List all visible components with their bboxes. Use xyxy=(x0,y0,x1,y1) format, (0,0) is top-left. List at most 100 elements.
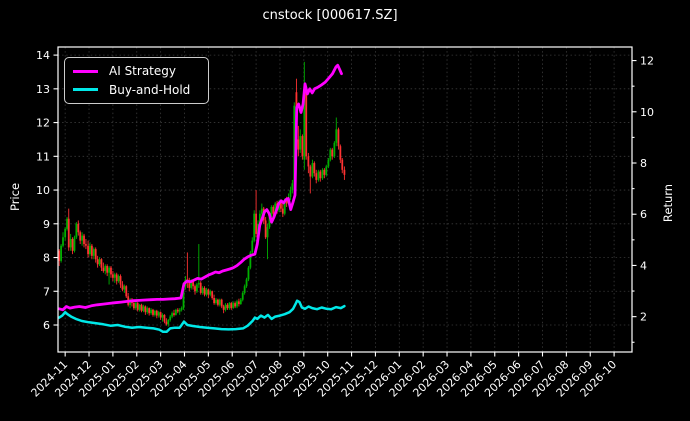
candle-up xyxy=(266,227,269,238)
candle-up xyxy=(150,309,152,314)
candle-up xyxy=(64,228,67,238)
candle-down xyxy=(140,304,143,311)
candle-down xyxy=(264,220,267,238)
legend-label-buy-and-hold: Buy-and-Hold xyxy=(109,82,191,97)
candle-down xyxy=(100,259,103,268)
candle-down xyxy=(319,171,322,179)
candle-down xyxy=(144,306,147,313)
candle-down xyxy=(159,312,162,318)
candle-down xyxy=(192,281,194,287)
left-tick-label: 13 xyxy=(36,83,50,96)
candle-up xyxy=(218,299,221,305)
candle-up xyxy=(253,213,256,241)
candle-down xyxy=(194,286,196,292)
right-tick-label: 4 xyxy=(640,259,647,272)
plot-frame xyxy=(57,46,633,353)
right-tick-label: 10 xyxy=(640,106,654,119)
candle-up xyxy=(123,286,126,290)
candle-down xyxy=(281,208,284,214)
left-tick-label: 9 xyxy=(43,218,50,231)
left-tick-label: 8 xyxy=(43,252,50,265)
candle-up xyxy=(215,299,217,304)
candle-down xyxy=(148,308,151,314)
candle-up xyxy=(182,286,185,309)
candle-down xyxy=(188,281,191,288)
candle-up xyxy=(236,301,238,307)
candle-down xyxy=(217,299,219,305)
candle-up xyxy=(60,245,63,261)
candle-up xyxy=(134,303,137,309)
candle-up xyxy=(283,200,286,214)
candle-down xyxy=(313,163,316,174)
candle-down xyxy=(309,166,312,177)
buy-and-hold-swatch xyxy=(73,88,98,92)
candle-down xyxy=(90,245,93,256)
candle-down xyxy=(199,282,202,293)
candle-up xyxy=(104,265,107,272)
candle-up xyxy=(329,149,332,160)
candle-down xyxy=(238,301,240,305)
candle-up xyxy=(291,183,294,191)
ai-strategy-swatch xyxy=(73,69,98,73)
candle-down xyxy=(115,274,118,282)
candle-up xyxy=(303,88,306,160)
candle-down xyxy=(176,309,179,312)
candle-up xyxy=(153,310,156,315)
candle-up xyxy=(205,289,208,295)
candle-down xyxy=(220,299,223,307)
candle-up xyxy=(321,169,324,179)
candle-down xyxy=(331,149,334,157)
candle-up xyxy=(241,292,244,300)
right-tick-label: 2 xyxy=(640,311,647,324)
candle-down xyxy=(305,92,308,157)
candle-up xyxy=(113,274,116,278)
candle-up xyxy=(138,304,141,310)
candle-up xyxy=(117,276,120,282)
candle-down xyxy=(111,274,114,278)
candle-up xyxy=(239,299,242,305)
candle-down xyxy=(280,201,282,209)
candle-up xyxy=(260,208,263,214)
candle-up xyxy=(293,105,296,184)
candle-down xyxy=(343,169,346,175)
candle-up xyxy=(69,238,72,248)
candle-down xyxy=(71,238,74,251)
right-axis-label: Return xyxy=(661,183,675,223)
candle-down xyxy=(152,309,154,315)
left-tick-label: 7 xyxy=(43,285,50,298)
candle-up xyxy=(268,217,271,228)
candle-down xyxy=(58,250,61,261)
candle-down xyxy=(226,304,229,309)
candle-up xyxy=(209,291,212,295)
left-tick-label: 14 xyxy=(36,49,50,62)
legend-item-ai-strategy: AI Strategy xyxy=(73,64,200,78)
left-tick-label: 12 xyxy=(36,117,50,130)
right-tick-label: 6 xyxy=(640,208,647,221)
candle-down xyxy=(94,249,97,260)
candle-up xyxy=(251,240,254,253)
buy-and-hold-line xyxy=(57,299,346,334)
candle-down xyxy=(234,303,236,307)
candle-up xyxy=(171,313,173,317)
candle-up xyxy=(270,206,273,218)
candle-down xyxy=(213,298,215,304)
candle-down xyxy=(85,244,87,246)
candle-up xyxy=(81,235,84,241)
candle-down xyxy=(341,159,344,170)
candle-up xyxy=(89,245,91,255)
candle-down xyxy=(125,286,128,297)
candle-up xyxy=(146,308,149,313)
candle-down xyxy=(337,129,340,147)
candle-down xyxy=(96,259,99,265)
left-tick-label: 11 xyxy=(36,150,50,163)
right-tick-label: 8 xyxy=(640,157,647,170)
candle-up xyxy=(299,136,302,150)
candle-down xyxy=(67,218,70,248)
candle-up xyxy=(62,237,64,246)
candle-up xyxy=(92,249,95,256)
candle-up xyxy=(142,306,145,311)
candle-up xyxy=(190,281,193,288)
right-tick-label: 12 xyxy=(640,55,654,68)
